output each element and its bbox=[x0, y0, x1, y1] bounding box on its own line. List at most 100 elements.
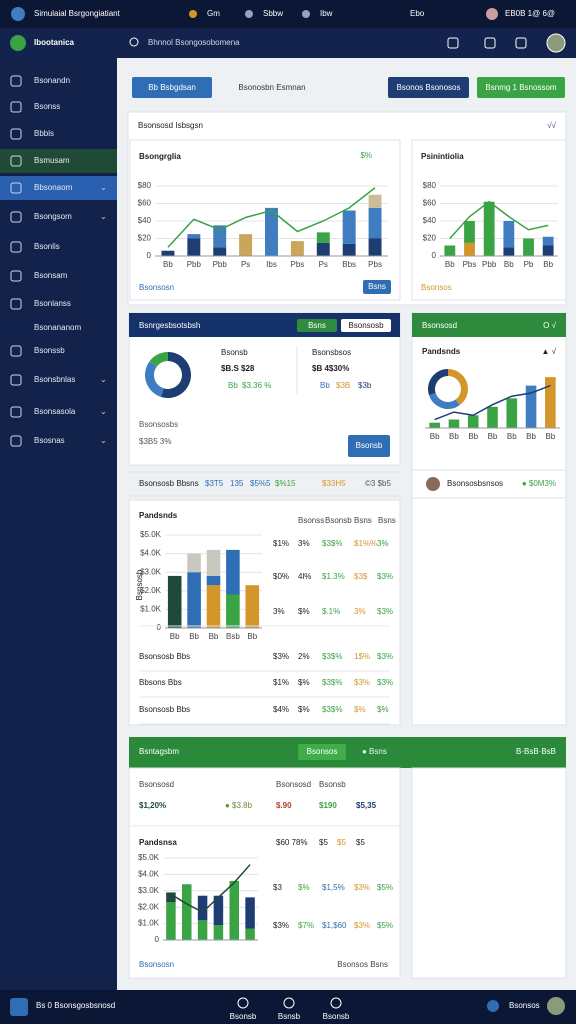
table-cell: $33H5 bbox=[322, 479, 346, 488]
button[interactable]: Bsnmg 1 Bsnossom bbox=[485, 83, 556, 92]
nav-item[interactable]: Bsonlis bbox=[34, 242, 60, 251]
x-tick-label: Ibs bbox=[266, 260, 277, 269]
bottom-tab[interactable]: Bsonsb bbox=[230, 1012, 257, 1021]
x-tick-label: Pbs bbox=[463, 260, 477, 269]
nav-item[interactable]: Bsonsbnlas bbox=[34, 375, 75, 384]
table-cell: $% bbox=[354, 705, 366, 714]
nav-item[interactable]: Bbbls bbox=[34, 129, 54, 138]
nav-item[interactable]: Bsonssb bbox=[34, 346, 65, 355]
controls[interactable]: O √ bbox=[543, 321, 556, 330]
toggle[interactable]: √√ bbox=[547, 121, 556, 130]
nav-item[interactable]: Bsosnas bbox=[34, 436, 65, 445]
search-input[interactable]: Bhnnol Bsongosobomena bbox=[148, 38, 240, 47]
bar bbox=[464, 242, 475, 256]
chevron: ⌄ bbox=[100, 375, 107, 384]
table-cell: 3% bbox=[354, 607, 366, 616]
user-name: Bsonsos bbox=[509, 1001, 540, 1010]
nav-icon bbox=[10, 101, 22, 113]
button[interactable]: Bsonsos bbox=[307, 747, 338, 756]
card bbox=[129, 139, 401, 301]
table-cell: $% bbox=[377, 705, 389, 714]
trend-line bbox=[167, 187, 376, 248]
button[interactable]: Bsonsb bbox=[356, 441, 383, 450]
top-tab[interactable]: Ibw bbox=[320, 9, 333, 18]
nav-item[interactable]: Bsonlanss bbox=[34, 299, 71, 308]
trend-line bbox=[449, 200, 549, 240]
link[interactable]: ● Bsns bbox=[362, 747, 387, 756]
x-tick-label: Bb bbox=[543, 260, 553, 269]
card bbox=[128, 767, 401, 979]
top-tab[interactable]: Sbbw bbox=[263, 9, 283, 18]
column-header: $5 bbox=[319, 838, 328, 847]
legend: $3.36 % bbox=[242, 381, 271, 390]
bar bbox=[368, 238, 382, 256]
bar bbox=[187, 234, 201, 239]
x-tick-label: Bb bbox=[468, 432, 478, 441]
x-tick-label: Pb bbox=[524, 260, 534, 269]
tab[interactable]: Bsns bbox=[308, 321, 326, 330]
user-avatar bbox=[546, 33, 566, 53]
table-cell: 3% bbox=[298, 539, 310, 548]
table-cell: $1.3% bbox=[322, 572, 345, 581]
card-title: Bsonsosd bbox=[422, 321, 457, 330]
chevron: ⌄ bbox=[100, 212, 107, 221]
chevron: ⌄ bbox=[100, 436, 107, 445]
controls[interactable]: ▲ √ bbox=[541, 347, 556, 356]
nav-item[interactable]: Bsonananom bbox=[34, 323, 81, 332]
avatar bbox=[486, 8, 498, 20]
nav-item[interactable]: Bsmusam bbox=[34, 156, 70, 165]
nav-item[interactable]: Bsonss bbox=[34, 102, 60, 111]
bar bbox=[239, 234, 253, 256]
y-tick-label: $60 bbox=[423, 199, 437, 208]
table-cell: 135 bbox=[230, 479, 244, 488]
button[interactable]: Bsns bbox=[368, 282, 386, 291]
tab[interactable]: Bsonsosb bbox=[348, 321, 384, 330]
bottom-tab[interactable]: Bsnsb bbox=[278, 1012, 301, 1021]
metric-label: Bsonsosd bbox=[139, 780, 174, 789]
user-icon bbox=[487, 1000, 499, 1012]
table-cell: $3% bbox=[273, 652, 289, 661]
x-tick-label: Bb bbox=[449, 432, 459, 441]
button bbox=[477, 77, 565, 98]
bar bbox=[245, 585, 260, 628]
column-header: $5 bbox=[356, 838, 365, 847]
card-header bbox=[412, 313, 566, 337]
x-tick-label: Pbs bbox=[368, 260, 382, 269]
table-cell: $.1% bbox=[322, 607, 340, 616]
table-cell: 4l% bbox=[298, 572, 311, 581]
nav-item[interactable]: Bsonandn bbox=[34, 76, 70, 85]
donut-slice bbox=[149, 352, 168, 367]
button[interactable]: Bsonosbn Esmnan bbox=[238, 83, 305, 92]
button[interactable]: Bsonos Bsonosos bbox=[396, 83, 460, 92]
table-cell: $5% bbox=[377, 883, 393, 892]
link[interactable]: Bsonsosn bbox=[139, 960, 174, 969]
table-cell: $1%% bbox=[354, 539, 377, 548]
nav-item[interactable]: Bbsonaom bbox=[34, 183, 73, 192]
x-tick-label: Bb bbox=[209, 632, 219, 641]
nav-icon bbox=[10, 435, 22, 447]
link[interactable]: Bsonsosn bbox=[139, 283, 174, 292]
legend: Bb bbox=[228, 381, 238, 390]
sidebar bbox=[0, 58, 117, 990]
bottom-tab[interactable]: Bsonsb bbox=[323, 1012, 350, 1021]
panel-header bbox=[129, 737, 566, 768]
bar bbox=[197, 895, 208, 921]
chevron: ⌄ bbox=[100, 183, 107, 192]
bar bbox=[429, 422, 440, 428]
nav-item[interactable]: Bsonsam bbox=[34, 271, 68, 280]
bar bbox=[187, 238, 201, 256]
button[interactable]: Bb Bsbgdsan bbox=[148, 83, 196, 92]
nav-item[interactable]: Bsonsasola bbox=[34, 407, 76, 416]
bar bbox=[506, 398, 518, 428]
top-tab[interactable]: Gm bbox=[207, 9, 220, 18]
x-tick-label: Pbb bbox=[187, 260, 202, 269]
tab-icon bbox=[189, 10, 197, 18]
x-tick-label: Bb bbox=[445, 260, 455, 269]
y-tick-label: $5.0K bbox=[138, 853, 160, 862]
table-cell: 3% bbox=[377, 539, 389, 548]
nav-icon bbox=[10, 241, 22, 253]
tab-icon bbox=[302, 10, 310, 18]
link[interactable]: Bsonsos bbox=[421, 283, 452, 292]
chevron: ⌄ bbox=[100, 407, 107, 416]
nav-item[interactable]: Bsongsom bbox=[34, 212, 72, 221]
